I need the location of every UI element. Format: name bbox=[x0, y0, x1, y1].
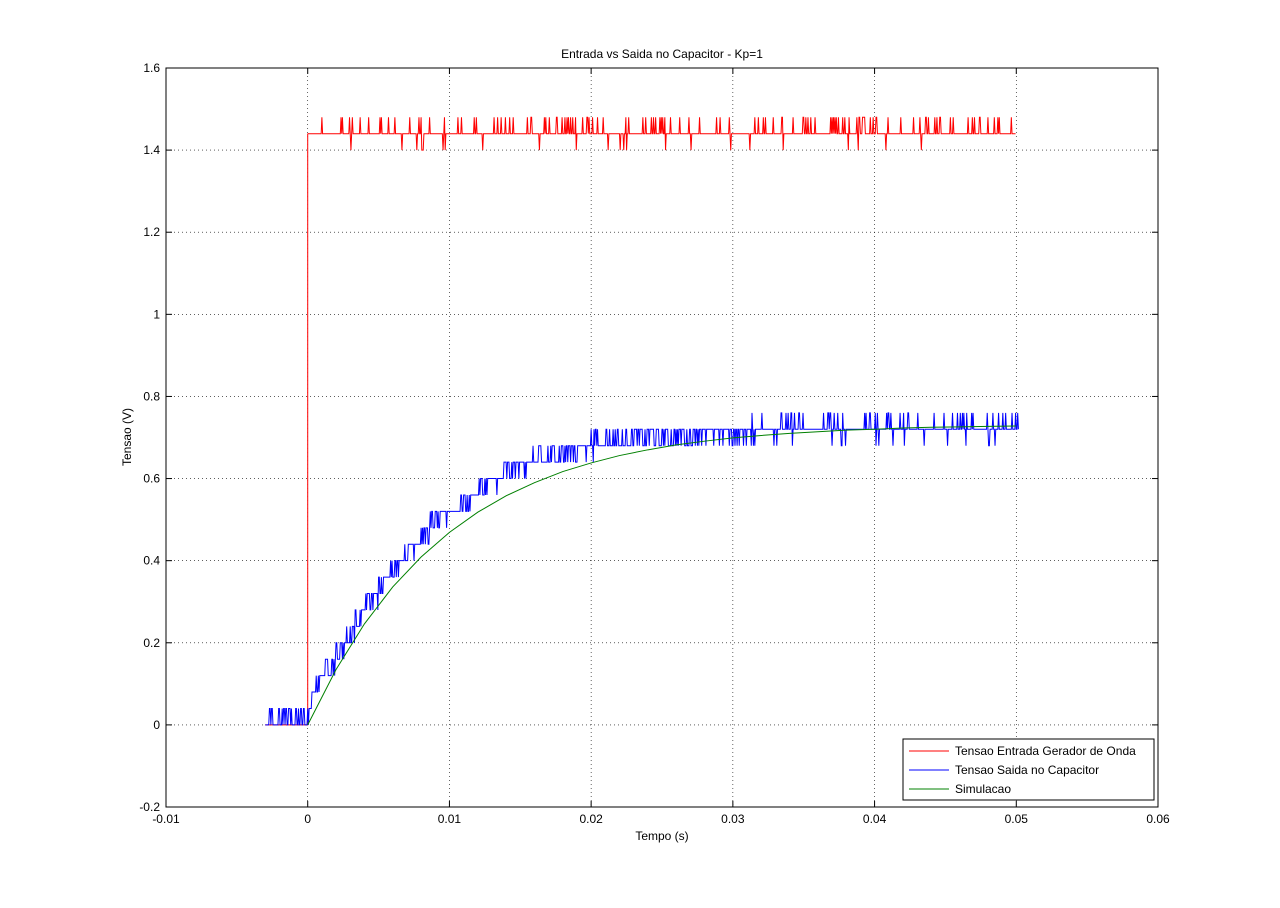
series-input-line bbox=[265, 116, 1016, 726]
x-tick-label: 0.02 bbox=[579, 812, 603, 826]
legend-label: Simulacao bbox=[955, 782, 1011, 796]
y-tick-label: 1.6 bbox=[143, 61, 160, 75]
x-tick-label: -0.01 bbox=[152, 812, 180, 826]
legend-label: Tensao Entrada Gerador de Onda bbox=[955, 744, 1136, 758]
plot-area: -0.01 0 0.01 0.02 0.03 0.04 0.05 0.06 -0.2 0 0.2 0.… bbox=[139, 61, 1170, 826]
x-axis-label: Tempo (s) bbox=[635, 829, 688, 843]
y-tick-label: 0.4 bbox=[143, 554, 160, 568]
series-output-line bbox=[265, 412, 1019, 726]
chart-title: Entrada vs Saida no Capacitor - Kp=1 bbox=[561, 47, 763, 61]
y-tick-label: 0.8 bbox=[143, 389, 160, 403]
y-tick-label: 1.2 bbox=[143, 225, 160, 239]
x-tick-label: 0.06 bbox=[1146, 812, 1170, 826]
y-tick-label: 0.6 bbox=[143, 472, 160, 486]
x-tick-label: 0.03 bbox=[721, 812, 745, 826]
legend-label: Tensao Saida no Capacitor bbox=[955, 763, 1099, 777]
y-tick-label: 1 bbox=[153, 307, 160, 321]
y-axis-label: Tensao (V) bbox=[120, 408, 134, 466]
y-tick-label: 0.2 bbox=[143, 636, 160, 650]
y-tick-label: 0 bbox=[153, 718, 160, 732]
axes-box bbox=[165, 67, 1159, 808]
x-tick-label: 0.01 bbox=[438, 812, 462, 826]
x-tick-label: 0.05 bbox=[1005, 812, 1029, 826]
y-tick-label: -0.2 bbox=[139, 800, 160, 814]
series-simulation-line bbox=[307, 425, 1017, 726]
x-tick-label: 0 bbox=[304, 812, 311, 826]
x-tick-label: 0.04 bbox=[863, 812, 887, 826]
y-tick-label: 1.4 bbox=[143, 143, 160, 157]
